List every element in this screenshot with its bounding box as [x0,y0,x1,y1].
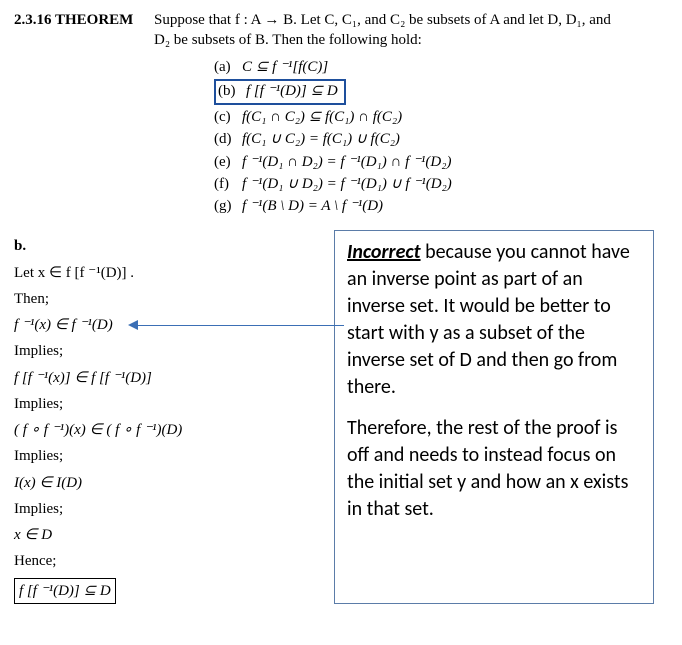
theorem-statement: Suppose that f : A → B. Let C, C₁, and C… [154,10,611,51]
proof-then: Then; [14,289,314,309]
comment-title: Incorrect [347,240,421,264]
part-a-expr: C ⊆ f ⁻¹[f(C)] [242,59,328,75]
proof-hence: Hence; [14,551,314,571]
comment-box: Incorrect because you cannot have an inv… [334,230,654,604]
proof-implies-3: Implies; [14,446,314,466]
lower-section: b. Let x ∈ f [f ⁻¹(D)] . Then; f ⁻¹(x) ∈… [14,230,668,604]
proof-implies-1: Implies; [14,341,314,361]
proof-step-2: f [f ⁻¹(x)] ∈ f [f ⁻¹(D)] [14,368,314,388]
proof-step-3: ( f ∘ f ⁻¹)(x) ∈ ( f ∘ f ⁻¹)(D) [14,420,314,440]
part-g-expr: f ⁻¹(B \ D) = A \ f ⁻¹(D) [242,198,383,214]
proof-step-4: I(x) ∈ I(D) [14,473,314,493]
proof-label: b. [14,236,314,256]
proof-implies-2: Implies; [14,394,314,414]
theorem-line2: D₂ be subsets of B. Then the following h… [154,32,422,48]
part-d-expr: f(C₁ ∪ C₂) = f(C₁) ∪ f(C₂) [242,131,400,147]
theorem-number: 2.3.16 THEOREM [14,10,154,51]
proof-final: f [f ⁻¹(D)] ⊆ D [14,578,314,604]
arrow-line [134,325,344,326]
theorem-line1: Suppose that f : A → B. Let C, C₁, and C… [154,12,611,28]
part-c: (c)f(C₁ ∩ C₂) ⊆ f(C₁) ∩ f(C₂) [214,107,668,127]
part-c-expr: f(C₁ ∩ C₂) ⊆ f(C₁) ∩ f(C₂) [242,109,402,125]
proof-final-box: f [f ⁻¹(D)] ⊆ D [14,578,116,604]
proof-step-5: x ∈ D [14,525,314,545]
part-a: (a)C ⊆ f ⁻¹[f(C)] [214,57,668,77]
proof-column: b. Let x ∈ f [f ⁻¹(D)] . Then; f ⁻¹(x) ∈… [14,230,314,604]
part-e: (e)f ⁻¹(D₁ ∩ D₂) = f ⁻¹(D₁) ∩ f ⁻¹(D₂) [214,152,668,172]
proof-let: Let x ∈ f [f ⁻¹(D)] . [14,263,314,283]
proof-implies-4: Implies; [14,499,314,519]
comment-p1: Incorrect because you cannot have an inv… [347,239,641,401]
part-b: (b)f [f ⁻¹(D)] ⊆ D [214,79,668,105]
part-e-expr: f ⁻¹(D₁ ∩ D₂) = f ⁻¹(D₁) ∩ f ⁻¹(D₂) [242,154,451,170]
part-f-expr: f ⁻¹(D₁ ∪ D₂) = f ⁻¹(D₁) ∪ f ⁻¹(D₂) [242,176,452,192]
part-b-expr: f [f ⁻¹(D)] ⊆ D [246,83,338,99]
proof-step-1-expr: f ⁻¹(x) ∈ f ⁻¹(D) [14,317,113,333]
proof-step-1: f ⁻¹(x) ∈ f ⁻¹(D) [14,315,314,335]
part-d: (d)f(C₁ ∪ C₂) = f(C₁) ∪ f(C₂) [214,129,668,149]
theorem-header: 2.3.16 THEOREM Suppose that f : A → B. L… [14,10,668,51]
theorem-parts: (a)C ⊆ f ⁻¹[f(C)] (b)f [f ⁻¹(D)] ⊆ D (c)… [214,57,668,217]
part-g: (g)f ⁻¹(B \ D) = A \ f ⁻¹(D) [214,196,668,216]
comment-p2: Therefore, the rest of the proof is off … [347,415,641,523]
part-f: (f)f ⁻¹(D₁ ∪ D₂) = f ⁻¹(D₁) ∪ f ⁻¹(D₂) [214,174,668,194]
